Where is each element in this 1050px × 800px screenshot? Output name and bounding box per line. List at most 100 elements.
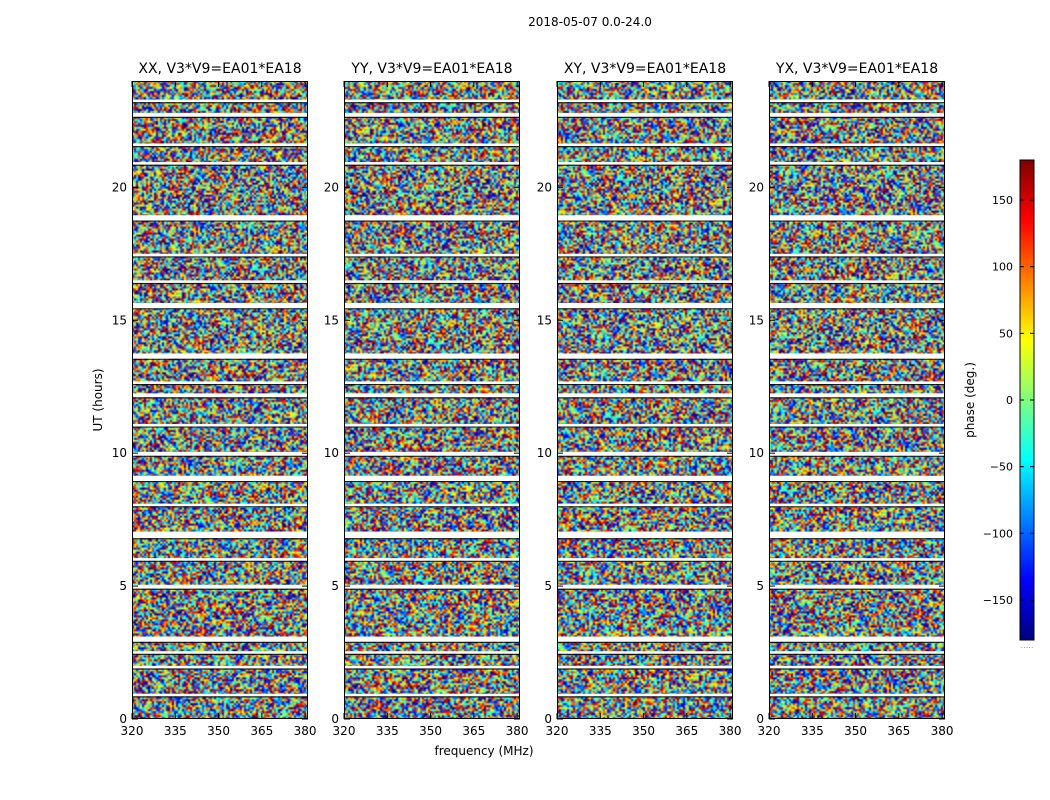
flagged-band [769, 693, 945, 697]
phase-heatmap [557, 81, 733, 719]
flagged-band [344, 393, 520, 398]
flagged-band [557, 143, 733, 147]
flagged-band [557, 665, 733, 669]
x-tick-label: 380 [294, 724, 317, 738]
flagged-band [769, 423, 945, 427]
flagged-band [557, 99, 733, 103]
flagged-band [557, 451, 733, 456]
y-tick-label: 10 [324, 446, 339, 460]
panels-group: XX, V3*V9=EA01*EA18 320 335 350 365 380 0 5 10 15… [112, 61, 954, 738]
panel-title: YX, V3*V9=EA01*EA18 [775, 61, 938, 77]
flagged-band [769, 393, 945, 398]
flagged-band [132, 381, 308, 385]
flagged-band [132, 665, 308, 669]
flagged-band [344, 215, 520, 221]
y-tick-label: 20 [537, 180, 552, 194]
x-tick-label: 335 [801, 724, 824, 738]
flagged-band [132, 558, 308, 561]
flagged-band [344, 665, 520, 669]
panel-title: XX, V3*V9=EA01*EA18 [138, 61, 301, 77]
flagged-band [344, 558, 520, 561]
flagged-band [132, 451, 308, 456]
colorbar-tick-label: −150 [983, 594, 1013, 607]
flagged-band [769, 381, 945, 385]
phase-heatmap [344, 81, 520, 719]
colorbar-footer: ..... [1021, 641, 1034, 650]
flagged-band [557, 475, 733, 482]
flagged-band [557, 381, 733, 385]
y-tick-label: 0 [756, 712, 764, 726]
x-tick-label: 350 [632, 724, 655, 738]
flagged-band [132, 215, 308, 221]
flagged-band [344, 584, 520, 589]
colorbar-tick-label: 150 [992, 194, 1013, 207]
panel-title: YY, V3*V9=EA01*EA18 [350, 61, 512, 77]
flagged-band [769, 353, 945, 359]
phase-heatmap [769, 81, 945, 719]
flagged-band [132, 99, 308, 103]
y-tick-label: 0 [331, 712, 339, 726]
flagged-band [344, 451, 520, 456]
flagged-band [769, 636, 945, 642]
flagged-band [344, 280, 520, 284]
flagged-band [344, 531, 520, 539]
flagged-band [132, 693, 308, 697]
flagged-band [557, 558, 733, 561]
flagged-band [557, 112, 733, 117]
flagged-band [769, 531, 945, 539]
flagged-band [769, 584, 945, 589]
y-axis-label: UT (hours) [91, 368, 105, 431]
flagged-band [557, 393, 733, 398]
y-tick-label: 15 [749, 313, 764, 327]
x-tick-label: 320 [546, 724, 569, 738]
colorbar-tick-label: −100 [983, 527, 1013, 540]
x-tick-label: 365 [250, 724, 273, 738]
y-tick-label: 15 [112, 313, 127, 327]
x-tick-label: 320 [333, 724, 356, 738]
x-tick-label: 380 [719, 724, 742, 738]
flagged-band [769, 253, 945, 257]
flagged-band [769, 280, 945, 284]
flagged-band [557, 584, 733, 589]
panel-frame [132, 81, 308, 719]
x-tick-label: 380 [931, 724, 954, 738]
panel-yx: YX, V3*V9=EA01*EA18 320 335 350 365 380 0 5 10 15… [749, 61, 954, 738]
flagged-band [557, 423, 733, 427]
x-tick-label: 320 [758, 724, 781, 738]
panel-frame [344, 81, 520, 719]
flagged-band [344, 162, 520, 165]
flagged-band [769, 651, 945, 654]
flagged-band [132, 393, 308, 398]
y-tick-label: 0 [119, 712, 127, 726]
flagged-band [344, 693, 520, 697]
flagged-band [344, 475, 520, 482]
flagged-band [344, 381, 520, 385]
flagged-band [557, 280, 733, 284]
flagged-band [769, 112, 945, 117]
flagged-band [557, 162, 733, 165]
x-tick-label: 365 [675, 724, 698, 738]
x-tick-label: 365 [887, 724, 910, 738]
flagged-band [132, 162, 308, 165]
flagged-band [344, 423, 520, 427]
flagged-band [344, 651, 520, 654]
flagged-band [769, 451, 945, 456]
colorbar-tick-label: −50 [990, 461, 1013, 474]
y-tick-label: 20 [112, 180, 127, 194]
colorbar: 150 100 50 0 −50 −100 −150 phase (deg.)..... [963, 159, 1035, 650]
flagged-band [769, 503, 945, 507]
phase-heatmap [132, 81, 308, 719]
x-tick-label: 350 [419, 724, 442, 738]
x-tick-label: 335 [589, 724, 612, 738]
colorbar-label: phase (deg.) [963, 362, 977, 438]
flagged-band [132, 584, 308, 589]
flagged-band [344, 353, 520, 359]
x-tick-label: 365 [462, 724, 485, 738]
flagged-band [769, 143, 945, 147]
y-tick-label: 5 [331, 579, 339, 593]
colorbar-tick-label: 100 [992, 261, 1013, 274]
x-tick-label: 350 [207, 724, 230, 738]
flagged-band [132, 503, 308, 507]
panel-xy: XY, V3*V9=EA01*EA18 320 335 350 365 380 0 5 10 15… [537, 61, 742, 738]
